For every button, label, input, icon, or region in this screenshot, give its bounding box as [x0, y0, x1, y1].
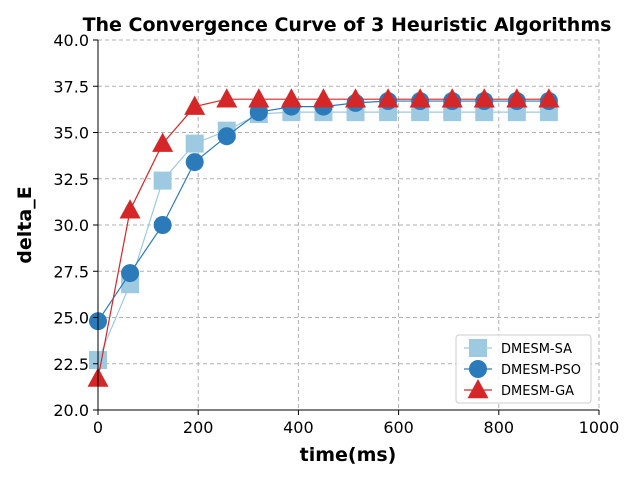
data-point: [506, 88, 528, 108]
legend-item: DMESM-SA: [464, 339, 572, 357]
x-tick-label: 400: [283, 418, 314, 437]
legend-label: DMESM-GA: [501, 384, 574, 399]
data-point: [441, 88, 463, 108]
data-point: [152, 132, 174, 152]
data-point: [538, 88, 560, 108]
x-tick-label: 600: [383, 418, 414, 437]
data-point: [248, 88, 270, 108]
data-point: [119, 199, 141, 219]
y-tick-label: 27.5: [53, 262, 89, 281]
legend-label: DMESM-PSO: [501, 363, 581, 378]
data-point: [185, 153, 204, 172]
ticks: 0 200 400 600 800 1000 20.0 22.5 25.0 27.5 30.0 32.…: [53, 31, 619, 437]
y-tick-label: 20.0: [53, 401, 89, 420]
y-axis-title: delta_E: [14, 186, 36, 263]
y-tick-label: 37.5: [53, 77, 89, 96]
y-tick-label: 25.0: [53, 309, 89, 328]
y-tick-label: 32.5: [53, 170, 89, 189]
data-point: [345, 88, 367, 108]
chart-title: The Convergence Curve of 3 Heuristic Alg…: [83, 14, 612, 36]
legend-box: [455, 334, 592, 404]
legend: DMESM-SA DMESM-PSO DMESM-GA: [455, 334, 592, 404]
data-point: [153, 171, 172, 190]
data-point: [184, 95, 206, 115]
data-point: [153, 216, 172, 234]
data-point: [377, 88, 399, 108]
y-tick-label: 30.0: [53, 216, 89, 235]
x-axis-title: time(ms): [300, 444, 397, 466]
x-tick-label: 1000: [579, 418, 620, 437]
legend-item: DMESM-PSO: [464, 360, 581, 378]
series-dmesm-ga: [87, 88, 560, 387]
data-point: [312, 88, 334, 108]
legend-marker: [467, 379, 489, 399]
data-point: [216, 88, 238, 108]
data-point: [185, 134, 204, 153]
legend-items: DMESM-SA DMESM-PSO DMESM-GA: [464, 339, 581, 399]
data-point: [217, 127, 236, 146]
legend-marker: [469, 360, 487, 378]
x-tick-label: 800: [484, 418, 515, 437]
x-tick-label: 200: [183, 418, 214, 437]
legend-item: DMESM-GA: [464, 379, 574, 399]
data-point: [121, 264, 140, 283]
data-point: [409, 88, 431, 108]
x-tick-label: 0: [93, 418, 103, 437]
y-tick-label: 35.0: [53, 124, 89, 143]
data-point: [249, 103, 268, 122]
legend-label: DMESM-SA: [501, 342, 572, 357]
data-point: [280, 88, 302, 108]
data-point: [473, 88, 495, 108]
series-dmesm-pso: [89, 92, 558, 331]
y-tick-label: 22.5: [53, 355, 89, 374]
y-tick-label: 40.0: [53, 31, 89, 50]
series-line: [97, 100, 549, 322]
legend-marker: [469, 339, 487, 357]
